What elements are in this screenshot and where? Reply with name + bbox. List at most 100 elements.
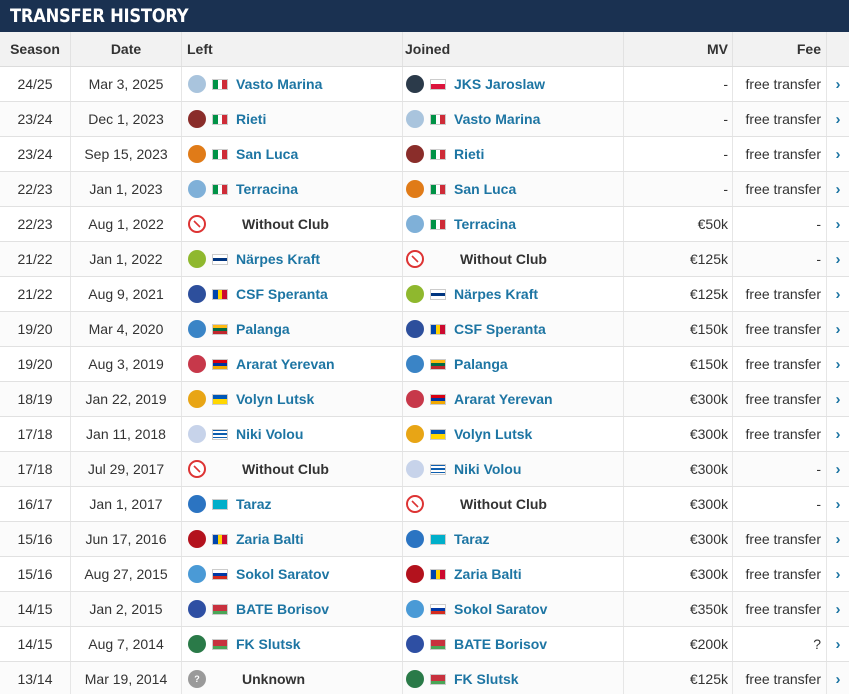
joined-club-name[interactable]: Niki Volou bbox=[454, 461, 522, 477]
terracina-crest-icon[interactable] bbox=[188, 180, 206, 198]
joined-club-name[interactable]: Taraz bbox=[454, 531, 490, 547]
narpes-kraft-crest-icon[interactable] bbox=[188, 250, 206, 268]
joined-club-name[interactable]: Sokol Saratov bbox=[454, 601, 548, 617]
row-details-link[interactable]: › bbox=[827, 417, 849, 451]
fk-slutsk-crest-icon[interactable] bbox=[406, 670, 424, 688]
table-row[interactable]: 15/16 Aug 27, 2015 Sokol Saratov Zaria Balt… bbox=[0, 557, 849, 592]
narpes-kraft-crest-icon[interactable] bbox=[406, 285, 424, 303]
without-club-icon[interactable] bbox=[188, 460, 206, 478]
table-row[interactable]: 22/23 Jan 1, 2023 Terracina San Luca - free t… bbox=[0, 172, 849, 207]
without-club-icon[interactable] bbox=[188, 215, 206, 233]
table-row[interactable]: 23/24 Sep 15, 2023 San Luca Rieti - free tran… bbox=[0, 137, 849, 172]
table-row[interactable]: 14/15 Jan 2, 2015 BATE Borisov Sokol Sarato… bbox=[0, 592, 849, 627]
row-details-link[interactable]: › bbox=[827, 137, 849, 171]
sokol-saratov-crest-icon[interactable] bbox=[406, 600, 424, 618]
joined-club-name[interactable]: Rieti bbox=[454, 146, 485, 162]
zaria-balti-crest-icon[interactable] bbox=[406, 565, 424, 583]
niki-volou-crest-icon[interactable] bbox=[406, 460, 424, 478]
palanga-crest-icon[interactable] bbox=[188, 320, 206, 338]
left-club-name[interactable]: Vasto Marina bbox=[236, 76, 323, 92]
left-club-name[interactable]: Palanga bbox=[236, 321, 290, 337]
left-club-name[interactable]: BATE Borisov bbox=[236, 601, 330, 617]
joined-club-name[interactable]: Närpes Kraft bbox=[454, 286, 539, 302]
left-club-name[interactable]: Ararat Yerevan bbox=[236, 356, 335, 372]
row-details-link[interactable]: › bbox=[827, 277, 849, 311]
san-luca-crest-icon[interactable] bbox=[188, 145, 206, 163]
table-row[interactable]: 17/18 Jul 29, 2017 Without Club Niki Volou €… bbox=[0, 452, 849, 487]
table-row[interactable]: 18/19 Jan 22, 2019 Volyn Lutsk Ararat Yerev… bbox=[0, 382, 849, 417]
joined-club-name[interactable]: CSF Speranta bbox=[454, 321, 546, 337]
left-club-name[interactable]: CSF Speranta bbox=[236, 286, 328, 302]
terracina-crest-icon[interactable] bbox=[406, 215, 424, 233]
table-row[interactable]: 24/25 Mar 3, 2025 Vasto Marina JKS Jaroslaw… bbox=[0, 67, 849, 102]
without-club-icon[interactable] bbox=[406, 495, 424, 513]
row-details-link[interactable]: › bbox=[827, 487, 849, 521]
left-club-name[interactable]: FK Slutsk bbox=[236, 636, 301, 652]
ararat-yerevan-crest-icon[interactable] bbox=[188, 355, 206, 373]
san-luca-crest-icon[interactable] bbox=[406, 180, 424, 198]
joined-club-name[interactable]: San Luca bbox=[454, 181, 517, 197]
row-details-link[interactable]: › bbox=[827, 67, 849, 101]
row-details-link[interactable]: › bbox=[827, 207, 849, 241]
csf-speranta-crest-icon[interactable] bbox=[188, 285, 206, 303]
ararat-yerevan-crest-icon[interactable] bbox=[406, 390, 424, 408]
left-club-name[interactable]: Volyn Lutsk bbox=[236, 391, 315, 407]
joined-club-name[interactable]: Ararat Yerevan bbox=[454, 391, 553, 407]
row-details-link[interactable]: › bbox=[827, 102, 849, 136]
left-club-name[interactable]: Närpes Kraft bbox=[236, 251, 321, 267]
row-details-link[interactable]: › bbox=[827, 242, 849, 276]
vasto-marina-crest-icon[interactable] bbox=[406, 110, 424, 128]
rieti-crest-icon[interactable] bbox=[188, 110, 206, 128]
joined-club-name[interactable]: JKS Jaroslaw bbox=[454, 76, 546, 92]
left-club-name[interactable]: Sokol Saratov bbox=[236, 566, 330, 582]
palanga-crest-icon[interactable] bbox=[406, 355, 424, 373]
joined-club-name[interactable]: Palanga bbox=[454, 356, 508, 372]
fk-slutsk-crest-icon[interactable] bbox=[188, 635, 206, 653]
row-details-link[interactable]: › bbox=[827, 312, 849, 346]
niki-volou-crest-icon[interactable] bbox=[188, 425, 206, 443]
row-details-link[interactable]: › bbox=[827, 662, 849, 694]
table-row[interactable]: 21/22 Aug 9, 2021 CSF Speranta Närpes Kraft… bbox=[0, 277, 849, 312]
taraz-crest-icon[interactable] bbox=[406, 530, 424, 548]
joined-club-name[interactable]: BATE Borisov bbox=[454, 636, 548, 652]
row-details-link[interactable]: › bbox=[827, 172, 849, 206]
bate-borisov-crest-icon[interactable] bbox=[406, 635, 424, 653]
bate-borisov-crest-icon[interactable] bbox=[188, 600, 206, 618]
joined-club-name[interactable]: Volyn Lutsk bbox=[454, 426, 533, 442]
without-club-icon[interactable] bbox=[406, 250, 424, 268]
left-club-name[interactable]: Niki Volou bbox=[236, 426, 304, 442]
row-details-link[interactable]: › bbox=[827, 522, 849, 556]
joined-club-name[interactable]: Zaria Balti bbox=[454, 566, 522, 582]
vasto-marina-crest-icon[interactable] bbox=[188, 75, 206, 93]
table-row[interactable]: 17/18 Jan 11, 2018 Niki Volou Volyn Lutsk €3… bbox=[0, 417, 849, 452]
column-header-left[interactable]: Left bbox=[182, 32, 403, 66]
table-row[interactable]: 22/23 Aug 1, 2022 Without Club Terracina €50… bbox=[0, 207, 849, 242]
joined-club-name[interactable]: FK Slutsk bbox=[454, 671, 519, 687]
row-details-link[interactable]: › bbox=[827, 452, 849, 486]
table-row[interactable]: 15/16 Jun 17, 2016 Zaria Balti Taraz €300k fr… bbox=[0, 522, 849, 557]
rieti-crest-icon[interactable] bbox=[406, 145, 424, 163]
joined-club-name[interactable]: Vasto Marina bbox=[454, 111, 541, 127]
row-details-link[interactable]: › bbox=[827, 557, 849, 591]
column-header-mv[interactable]: MV bbox=[624, 32, 733, 66]
table-row[interactable]: 13/14 Mar 19, 2014? Unknown FK Slutsk €125k f… bbox=[0, 662, 849, 694]
sokol-saratov-crest-icon[interactable] bbox=[188, 565, 206, 583]
row-details-link[interactable]: › bbox=[827, 382, 849, 416]
zaria-balti-crest-icon[interactable] bbox=[188, 530, 206, 548]
left-club-name[interactable]: Terracina bbox=[236, 181, 298, 197]
left-club-name[interactable]: Taraz bbox=[236, 496, 272, 512]
table-row[interactable]: 23/24 Dec 1, 2023 Rieti Vasto Marina - free t… bbox=[0, 102, 849, 137]
unknown-club-icon[interactable]: ? bbox=[188, 670, 206, 688]
table-row[interactable]: 21/22 Jan 1, 2022 Närpes Kraft Without Club… bbox=[0, 242, 849, 277]
left-club-name[interactable]: Rieti bbox=[236, 111, 267, 127]
table-row[interactable]: 14/15 Aug 7, 2014 FK Slutsk BATE Borisov €20… bbox=[0, 627, 849, 662]
table-row[interactable]: 16/17 Jan 1, 2017 Taraz Without Club €300k - › bbox=[0, 487, 849, 522]
table-row[interactable]: 19/20 Aug 3, 2019 Ararat Yerevan Palanga €15… bbox=[0, 347, 849, 382]
jks-jaroslaw-crest-icon[interactable] bbox=[406, 75, 424, 93]
column-header-joined[interactable]: Joined bbox=[403, 32, 624, 66]
row-details-link[interactable]: › bbox=[827, 347, 849, 381]
row-details-link[interactable]: › bbox=[827, 627, 849, 661]
table-row[interactable]: 19/20 Mar 4, 2020 Palanga CSF Speranta €150k… bbox=[0, 312, 849, 347]
volyn-lutsk-crest-icon[interactable] bbox=[188, 390, 206, 408]
csf-speranta-crest-icon[interactable] bbox=[406, 320, 424, 338]
